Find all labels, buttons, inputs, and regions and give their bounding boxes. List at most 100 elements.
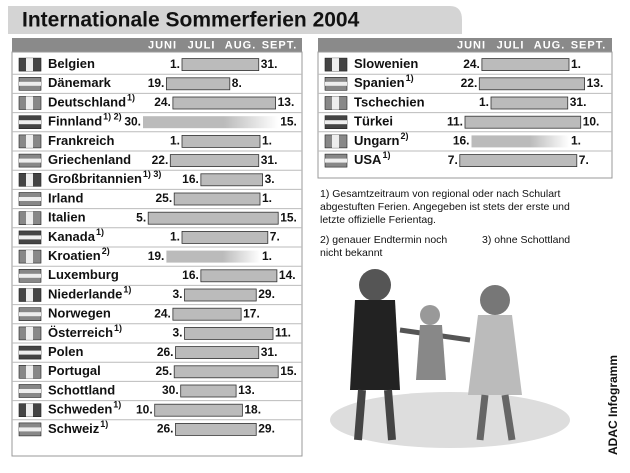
flag-stripe (19, 273, 41, 278)
holiday-bar (165, 77, 231, 91)
holiday-bar (481, 58, 570, 71)
end-date: 13. (238, 383, 255, 397)
footnote: 1) Gesamtzeitraum von regional oder nach… (320, 188, 561, 200)
right-header-bar (318, 38, 612, 52)
flag-stripe (325, 158, 347, 163)
start-date: 16. (453, 134, 470, 148)
photo (330, 269, 570, 448)
footnote-ref: 1) (96, 227, 104, 237)
month-label: JULI (497, 39, 525, 51)
holiday-bar (169, 154, 260, 168)
country: Spanien (354, 75, 405, 90)
holiday-bar (200, 173, 264, 187)
end-date: 8. (232, 76, 242, 90)
country: Portugal (48, 363, 101, 378)
flag-stripe (26, 326, 33, 340)
holiday-bar (143, 116, 279, 129)
start-date: 7. (448, 153, 458, 167)
country: Niederlande (48, 286, 122, 301)
footnote-ref: 1) (127, 92, 135, 102)
holiday-bar (464, 115, 582, 129)
country: USA (354, 152, 382, 167)
flag-stripe (26, 211, 33, 225)
start-date: 19. (148, 76, 165, 90)
start-date: 3. (173, 287, 183, 301)
flag-stripe (26, 173, 33, 187)
holiday-bar (459, 154, 578, 168)
start-date: 16. (182, 172, 199, 186)
country: Slowenien (354, 56, 418, 71)
start-date: 30. (124, 114, 141, 128)
country: Italien (48, 210, 86, 225)
flag-stripe (19, 81, 41, 86)
holiday-bar (184, 288, 257, 302)
end-date: 29. (258, 422, 275, 436)
footnote: letzte offizielle Ferientag. (320, 214, 436, 226)
flag-stripe (19, 235, 41, 240)
flag-stripe (26, 58, 33, 72)
flag-stripe (19, 350, 41, 355)
flag-stripe (26, 250, 33, 264)
start-date: 1. (170, 134, 180, 148)
end-date: 1. (571, 134, 581, 148)
end-date: 15. (280, 364, 297, 378)
holiday-bar (490, 96, 569, 110)
flag-stripe (332, 58, 339, 72)
start-date: 1. (479, 95, 489, 109)
country: Tschechien (354, 94, 425, 109)
holiday-bar (147, 211, 279, 225)
holiday-bar (180, 384, 237, 398)
country: Polen (48, 344, 83, 359)
footnote: nicht bekannt (320, 247, 383, 259)
country: Ungarn (354, 133, 400, 148)
country: Norwegen (48, 306, 111, 321)
credit: ADAC Infogramm (606, 355, 620, 455)
country: Schweiz (48, 421, 100, 436)
start-date: 25. (156, 364, 173, 378)
footnote-ref: 1) (113, 400, 121, 410)
country: Großbritannien (48, 171, 142, 186)
start-date: 16. (182, 268, 199, 282)
footnote-ref: 1) (100, 419, 108, 429)
end-date: 29. (258, 287, 275, 301)
end-date: 1. (571, 57, 581, 71)
footnote-ref: 2) (102, 246, 110, 256)
month-label: JUNI (148, 39, 177, 51)
start-date: 26. (157, 422, 174, 436)
left-panel (11, 51, 303, 457)
flag-stripe (332, 96, 339, 110)
footnote: abgestuften Ferien. Angegeben ist stets … (320, 201, 570, 213)
end-date: 15. (280, 114, 297, 128)
start-date: 22. (152, 153, 169, 167)
footnote: 2) genauer Endtermin noch (320, 234, 447, 246)
holiday-bar (181, 230, 269, 244)
flag-stripe (19, 158, 41, 163)
end-date: 10. (583, 114, 600, 128)
flag-stripe (19, 427, 41, 432)
country: Schottland (48, 382, 115, 397)
flag-stripe (19, 312, 41, 317)
holiday-bar (172, 307, 242, 321)
footnote-ref: 1) (382, 150, 390, 160)
end-date: 13. (587, 76, 604, 90)
end-date: 3. (265, 172, 275, 186)
country: Luxemburg (48, 267, 119, 282)
flag-stripe (325, 81, 347, 86)
start-date: 25. (156, 191, 173, 205)
holiday-bar (175, 422, 257, 436)
country: Dänemark (48, 75, 112, 90)
start-date: 5. (136, 210, 146, 224)
holiday-bar (173, 192, 261, 206)
flag-stripe (325, 120, 347, 125)
flag-stripe (26, 96, 33, 110)
month-label: AUG. (534, 39, 566, 51)
holiday-bar (166, 250, 260, 263)
end-date: 31. (261, 153, 278, 167)
left-header-bar (12, 38, 302, 52)
month-label: SEPT. (571, 39, 607, 51)
start-date: 1. (170, 57, 180, 71)
country: Deutschland (48, 94, 126, 109)
country: Griechenland (48, 152, 131, 167)
flag-stripe (19, 389, 41, 393)
title: Internationale Sommerferien 2004 (22, 9, 360, 32)
